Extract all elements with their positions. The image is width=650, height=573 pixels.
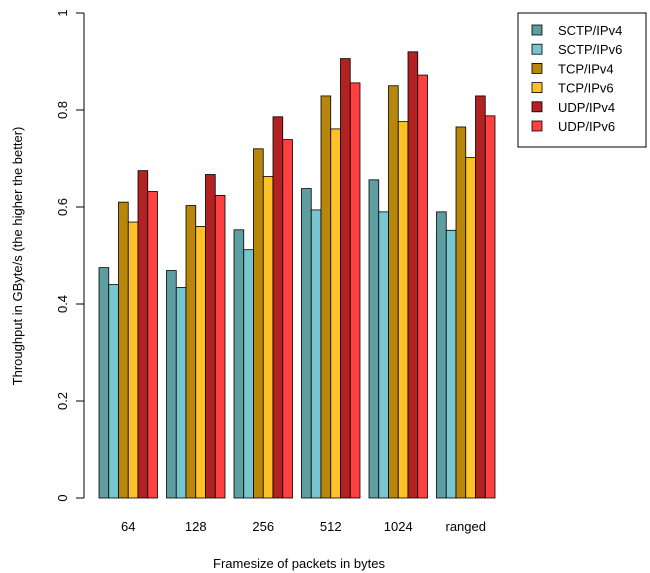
bar [205,174,216,499]
bar [282,139,293,499]
bar-group [368,51,428,499]
bar [147,191,158,499]
bar [175,287,187,499]
y-tick-label: 0.8 [55,101,70,119]
legend-swatch [531,82,543,93]
x-tick-label: 1024 [384,519,413,534]
bar [388,85,399,499]
legend-label: UDP/IPv6 [558,119,615,134]
bar [330,128,341,499]
x-axis-tick-labels: 64 128 256 512 1024 ranged [121,519,486,534]
legend-swatch [531,120,543,132]
bar [185,205,197,499]
bar [127,221,139,499]
legend-label: UDP/IPv4 [558,100,615,115]
x-tick-label: 128 [185,519,207,534]
legend-swatch [531,43,543,55]
bars [98,51,496,499]
bar [118,201,129,499]
x-tick-label: 64 [121,519,135,534]
bar-group [233,116,293,499]
y-tick-label: 0.2 [55,392,70,410]
bar [417,74,428,499]
legend: SCTP/IPv4 SCTP/IPv6 TCP/IPv4 TCP/IPv6 UDP/IP… [517,12,647,148]
bar [272,116,284,499]
bar-group [436,95,496,499]
legend-label: SCTP/IPv6 [558,42,622,57]
legend-swatch [531,63,543,74]
bar [214,194,226,499]
bar-group [166,174,226,499]
y-axis-title: Throughput in GByte/s (the higher the be… [10,127,25,386]
bar [310,209,322,499]
x-tick-label: 512 [320,519,342,534]
bar [137,170,149,499]
y-tick-label: 0.6 [55,198,70,216]
y-tick-label: 0 [55,494,70,501]
legend-item: TCP/IPv6 [531,81,614,96]
x-tick-label: ranged [446,519,486,534]
legend-swatch [531,24,543,36]
bar-group [301,58,361,499]
x-axis-title: Framesize of packets in bytes [213,556,385,571]
bar [301,188,312,499]
bar [262,176,274,499]
bar [195,225,206,499]
bar [243,249,254,499]
bar [455,126,467,499]
legend-item: SCTP/IPv4 [531,23,622,38]
legend-item: UDP/IPv4 [531,100,615,115]
bar [445,229,457,499]
bar [378,211,389,499]
legend-label: TCP/IPv6 [558,81,614,96]
legend-label: SCTP/IPv4 [558,23,622,38]
bar [108,284,119,499]
y-axis: 0 0.2 0.4 0.6 0.8 1 [55,9,85,502]
bar [253,148,264,499]
bar [166,270,177,499]
bar [436,211,447,499]
y-tick-label: 0.4 [55,295,70,313]
y-tick-label: 1 [55,9,70,16]
x-tick-label: 256 [252,519,274,534]
legend-swatch [531,101,543,113]
bar-group [98,170,158,499]
bar [407,51,419,499]
bar [475,95,486,499]
bar [368,179,380,499]
bar [349,82,361,499]
bar [340,58,351,499]
legend-item: UDP/IPv6 [531,119,615,134]
legend-item: SCTP/IPv6 [531,42,622,57]
legend-item: TCP/IPv4 [531,61,614,76]
bar [98,267,110,499]
bar [320,95,332,499]
bar [465,157,476,499]
legend-label: TCP/IPv4 [558,61,614,76]
bar [484,115,496,499]
bar [233,229,245,499]
bar [397,121,409,499]
